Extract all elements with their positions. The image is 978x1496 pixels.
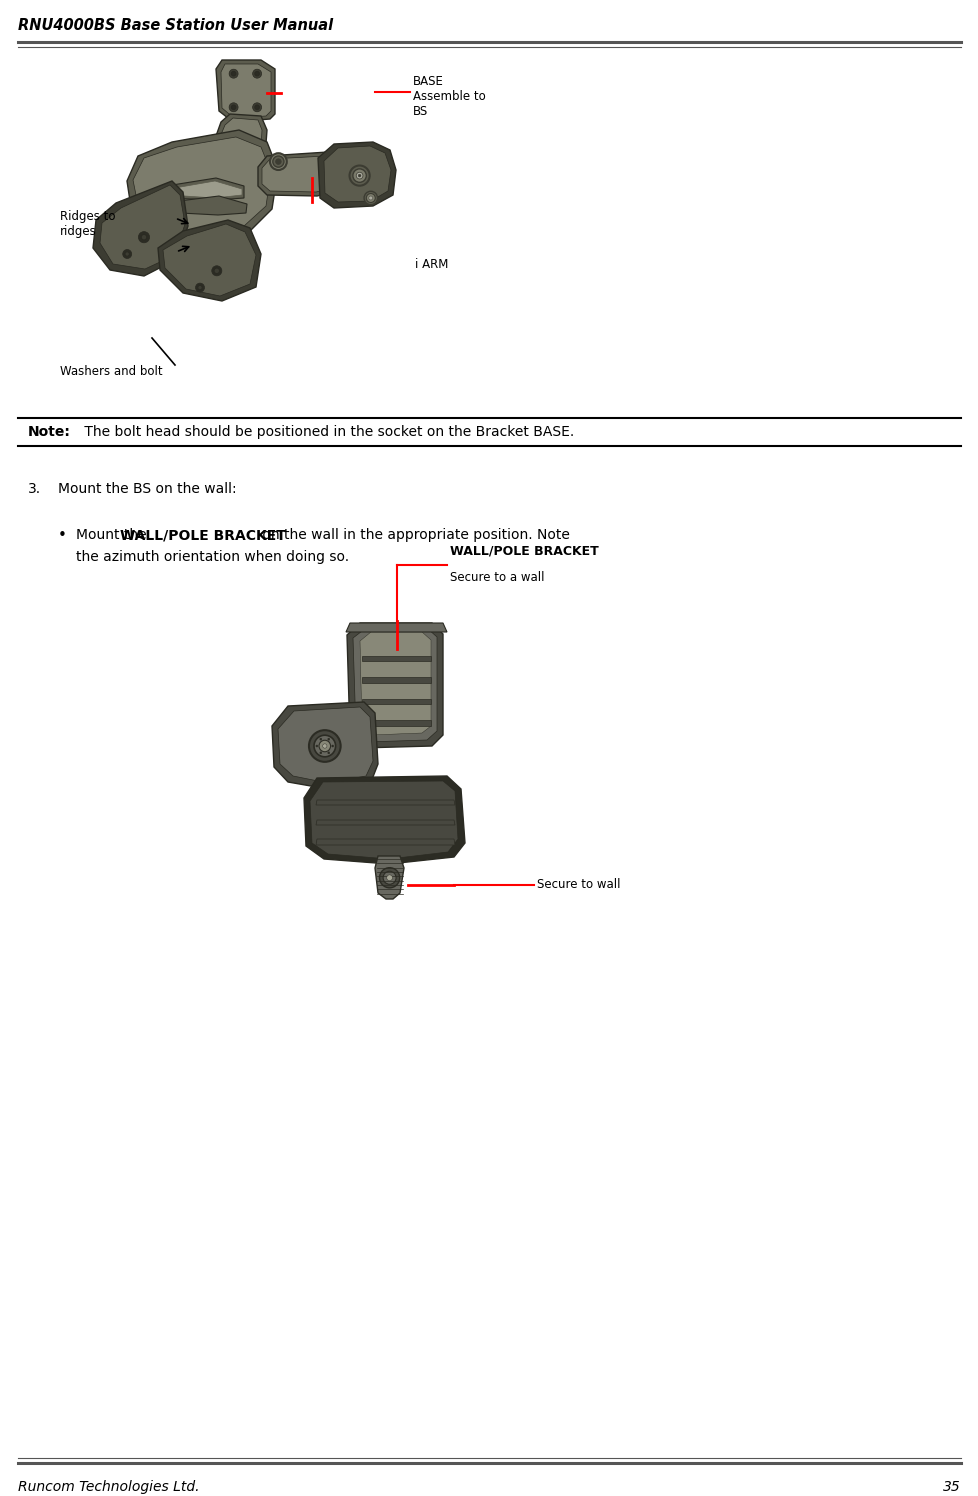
Text: Mount the: Mount the bbox=[76, 528, 151, 542]
Circle shape bbox=[231, 72, 236, 76]
Text: WALL/POLE BRACKET: WALL/POLE BRACKET bbox=[450, 545, 599, 557]
Circle shape bbox=[254, 72, 259, 76]
Polygon shape bbox=[362, 657, 430, 661]
Circle shape bbox=[196, 283, 204, 292]
Circle shape bbox=[229, 69, 238, 78]
Text: Mount the BS on the wall:: Mount the BS on the wall: bbox=[58, 482, 237, 497]
Text: 35: 35 bbox=[942, 1480, 960, 1495]
Circle shape bbox=[320, 738, 322, 741]
Text: the azimuth orientation when doing so.: the azimuth orientation when doing so. bbox=[76, 551, 349, 564]
Text: Washers and bolt: Washers and bolt bbox=[60, 365, 162, 378]
Text: Runcom Technologies Ltd.: Runcom Technologies Ltd. bbox=[18, 1480, 200, 1495]
Polygon shape bbox=[353, 628, 436, 742]
Polygon shape bbox=[133, 138, 271, 236]
Text: Secure to a wall: Secure to a wall bbox=[450, 571, 544, 583]
Circle shape bbox=[211, 266, 222, 275]
Polygon shape bbox=[316, 839, 455, 845]
Circle shape bbox=[332, 745, 333, 747]
Text: RNU4000BS Base Station User Manual: RNU4000BS Base Station User Manual bbox=[18, 18, 333, 33]
Polygon shape bbox=[161, 196, 246, 215]
Text: Ridges to
ridges: Ridges to ridges bbox=[60, 209, 115, 238]
Polygon shape bbox=[272, 702, 378, 788]
Polygon shape bbox=[258, 153, 351, 196]
Circle shape bbox=[352, 169, 366, 183]
Polygon shape bbox=[221, 64, 271, 118]
Circle shape bbox=[138, 232, 150, 242]
Polygon shape bbox=[169, 181, 242, 197]
Circle shape bbox=[231, 105, 236, 109]
Circle shape bbox=[364, 191, 378, 205]
Circle shape bbox=[319, 741, 331, 752]
Polygon shape bbox=[166, 178, 244, 200]
Circle shape bbox=[323, 744, 327, 748]
Circle shape bbox=[320, 752, 322, 754]
Polygon shape bbox=[93, 181, 188, 275]
Polygon shape bbox=[360, 631, 430, 735]
Text: BASE
Assemble to
BS: BASE Assemble to BS bbox=[413, 75, 485, 118]
Text: WALL/POLE BRACKET: WALL/POLE BRACKET bbox=[120, 528, 286, 542]
Circle shape bbox=[379, 868, 399, 887]
Polygon shape bbox=[127, 130, 278, 242]
Circle shape bbox=[314, 735, 335, 757]
Polygon shape bbox=[216, 60, 275, 123]
Text: Note:: Note: bbox=[28, 425, 70, 438]
Polygon shape bbox=[316, 800, 455, 805]
Circle shape bbox=[122, 250, 132, 259]
Polygon shape bbox=[362, 720, 430, 726]
Circle shape bbox=[270, 153, 287, 171]
Circle shape bbox=[349, 166, 370, 186]
Polygon shape bbox=[362, 699, 430, 705]
Text: Secure to wall: Secure to wall bbox=[537, 878, 620, 892]
Polygon shape bbox=[324, 147, 390, 202]
Polygon shape bbox=[262, 156, 345, 191]
Circle shape bbox=[358, 174, 361, 177]
Circle shape bbox=[366, 193, 375, 202]
Polygon shape bbox=[220, 118, 262, 184]
Polygon shape bbox=[318, 142, 395, 208]
Circle shape bbox=[214, 268, 219, 274]
Circle shape bbox=[198, 286, 202, 290]
Circle shape bbox=[328, 738, 330, 741]
Polygon shape bbox=[310, 781, 458, 859]
Circle shape bbox=[382, 871, 396, 884]
Text: 3.: 3. bbox=[28, 482, 41, 497]
Circle shape bbox=[369, 196, 373, 200]
Polygon shape bbox=[304, 776, 465, 865]
Circle shape bbox=[229, 103, 238, 112]
Polygon shape bbox=[345, 622, 447, 631]
Circle shape bbox=[141, 235, 147, 239]
Text: on the wall in the appropriate position. Note: on the wall in the appropriate position.… bbox=[258, 528, 569, 542]
Text: The bolt head should be positioned in the socket on the Bracket BASE.: The bolt head should be positioned in th… bbox=[80, 425, 574, 438]
Polygon shape bbox=[216, 114, 267, 188]
Circle shape bbox=[252, 103, 261, 112]
Circle shape bbox=[386, 875, 392, 881]
Circle shape bbox=[276, 159, 281, 165]
Circle shape bbox=[356, 172, 363, 180]
Circle shape bbox=[309, 730, 340, 761]
Circle shape bbox=[273, 156, 284, 168]
Circle shape bbox=[125, 251, 129, 256]
Circle shape bbox=[328, 752, 330, 754]
Polygon shape bbox=[100, 186, 185, 269]
Polygon shape bbox=[162, 224, 255, 296]
Text: •: • bbox=[58, 528, 67, 543]
Circle shape bbox=[252, 69, 261, 78]
Polygon shape bbox=[316, 820, 455, 824]
Polygon shape bbox=[346, 622, 443, 748]
Polygon shape bbox=[157, 220, 261, 301]
Polygon shape bbox=[278, 708, 373, 782]
Polygon shape bbox=[375, 856, 404, 899]
Circle shape bbox=[316, 745, 318, 747]
Text: i ARM: i ARM bbox=[415, 257, 448, 271]
Polygon shape bbox=[362, 678, 430, 684]
Circle shape bbox=[254, 105, 259, 109]
